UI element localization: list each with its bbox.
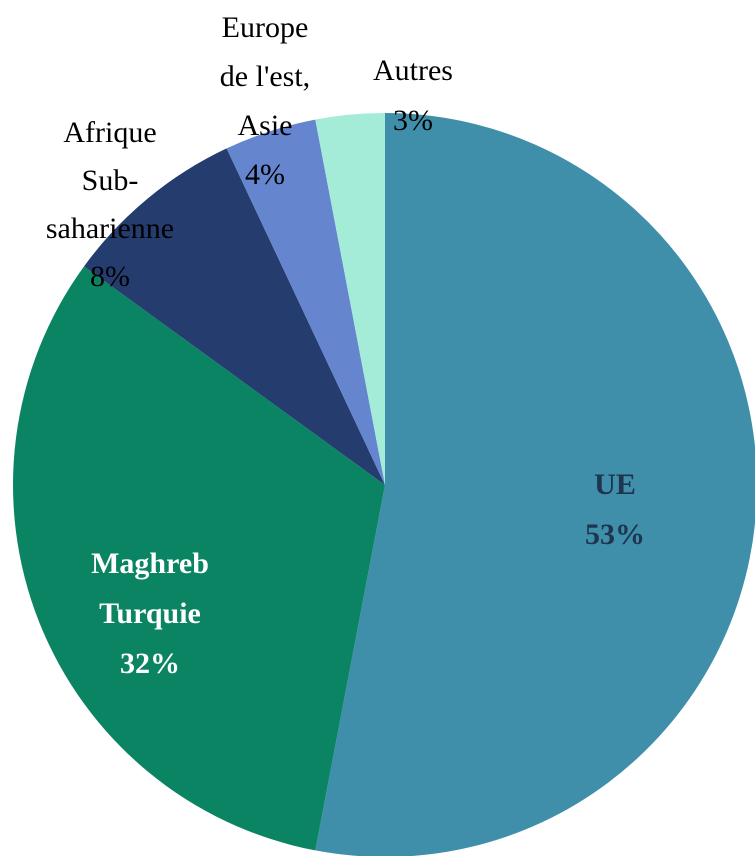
pie-slice: [315, 113, 385, 485]
slice-label: Autres: [373, 54, 453, 87]
pie-slice: [84, 148, 385, 485]
slice-label: UE: [594, 468, 636, 501]
slice-label: Maghreb: [91, 547, 209, 580]
slice-value-label: 4%: [245, 158, 285, 191]
slice-label: saharienne: [46, 212, 174, 245]
slice-label: Europe: [222, 11, 309, 44]
slice-value-label: 8%: [90, 260, 130, 293]
pie-slice: [315, 113, 755, 856]
slice-label: Sub-: [82, 164, 139, 197]
slice-value-label: 32%: [120, 647, 180, 680]
slice-label: de l'est,: [220, 60, 310, 93]
slice-label: Turquie: [99, 597, 201, 630]
slice-label: Asie: [238, 109, 293, 142]
pie-slice: [13, 266, 385, 851]
pie-slice: [226, 119, 385, 485]
slice-value-label: 53%: [585, 518, 645, 551]
slice-value-label: 3%: [393, 104, 433, 137]
slice-label: Afrique: [63, 116, 156, 149]
